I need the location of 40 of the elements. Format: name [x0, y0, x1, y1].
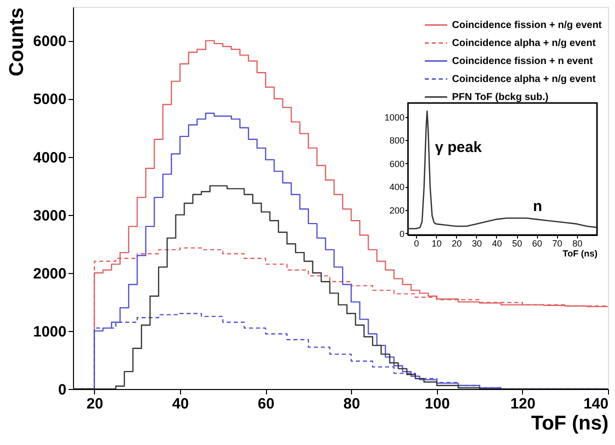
x-tick-label: 140 [583, 396, 608, 412]
x-tick-label: 60 [258, 396, 274, 412]
x-tick-label: 20 [452, 238, 462, 248]
x-tick-label: 0 [414, 238, 420, 248]
x-tick-label: 40 [172, 396, 189, 412]
y-tick-label: 400 [389, 182, 404, 192]
x-axis-title: ToF (ns) [562, 248, 598, 258]
line-series [407, 110, 598, 230]
x-tick-label: 80 [572, 238, 582, 248]
x-tick-label: 10 [432, 238, 442, 248]
legend-label: Coincidence fission + n event [452, 56, 594, 67]
x-tick-label: 120 [510, 396, 536, 412]
legend-label: Coincidence fission + n/g event [452, 20, 602, 31]
y-tick-label: 1000 [33, 323, 66, 340]
y-tick-label: 4000 [33, 149, 66, 166]
x-tick-label: 20 [86, 396, 104, 412]
y-tick-label: 200 [389, 205, 404, 216]
legend-label: PFN ToF (bckg sub.) [452, 92, 548, 103]
legend-label: Coincidence alpha + n/g event [452, 38, 596, 49]
x-tick-label: 50 [512, 238, 522, 248]
y-tick-label: 2000 [33, 265, 66, 282]
x-tick-label: 30 [472, 238, 482, 248]
y-tick-label: 6000 [33, 33, 66, 50]
y-tick-label: 5000 [33, 91, 66, 108]
y-tick-label: 1000 [384, 112, 404, 122]
x-tick-label: 100 [424, 396, 450, 412]
y-axis-title: Counts [6, 8, 28, 76]
x-tick-label: 80 [343, 396, 360, 412]
x-tick-label: 70 [552, 238, 562, 248]
x-tick-label: 40 [492, 238, 502, 248]
legend-label: Coincidence alpha + n/g event [452, 74, 596, 85]
x-tick-label: 60 [532, 238, 542, 248]
x-axis-title: ToF (ns) [531, 412, 608, 434]
annotation: n [533, 198, 542, 215]
y-tick-label: 0 [399, 228, 404, 239]
y-tick-label: 600 [389, 158, 404, 169]
y-tick-label: 800 [389, 136, 404, 146]
annotation: γ peak [435, 139, 482, 156]
y-tick-label: 3000 [33, 207, 66, 224]
y-tick-label: 0 [58, 382, 66, 398]
